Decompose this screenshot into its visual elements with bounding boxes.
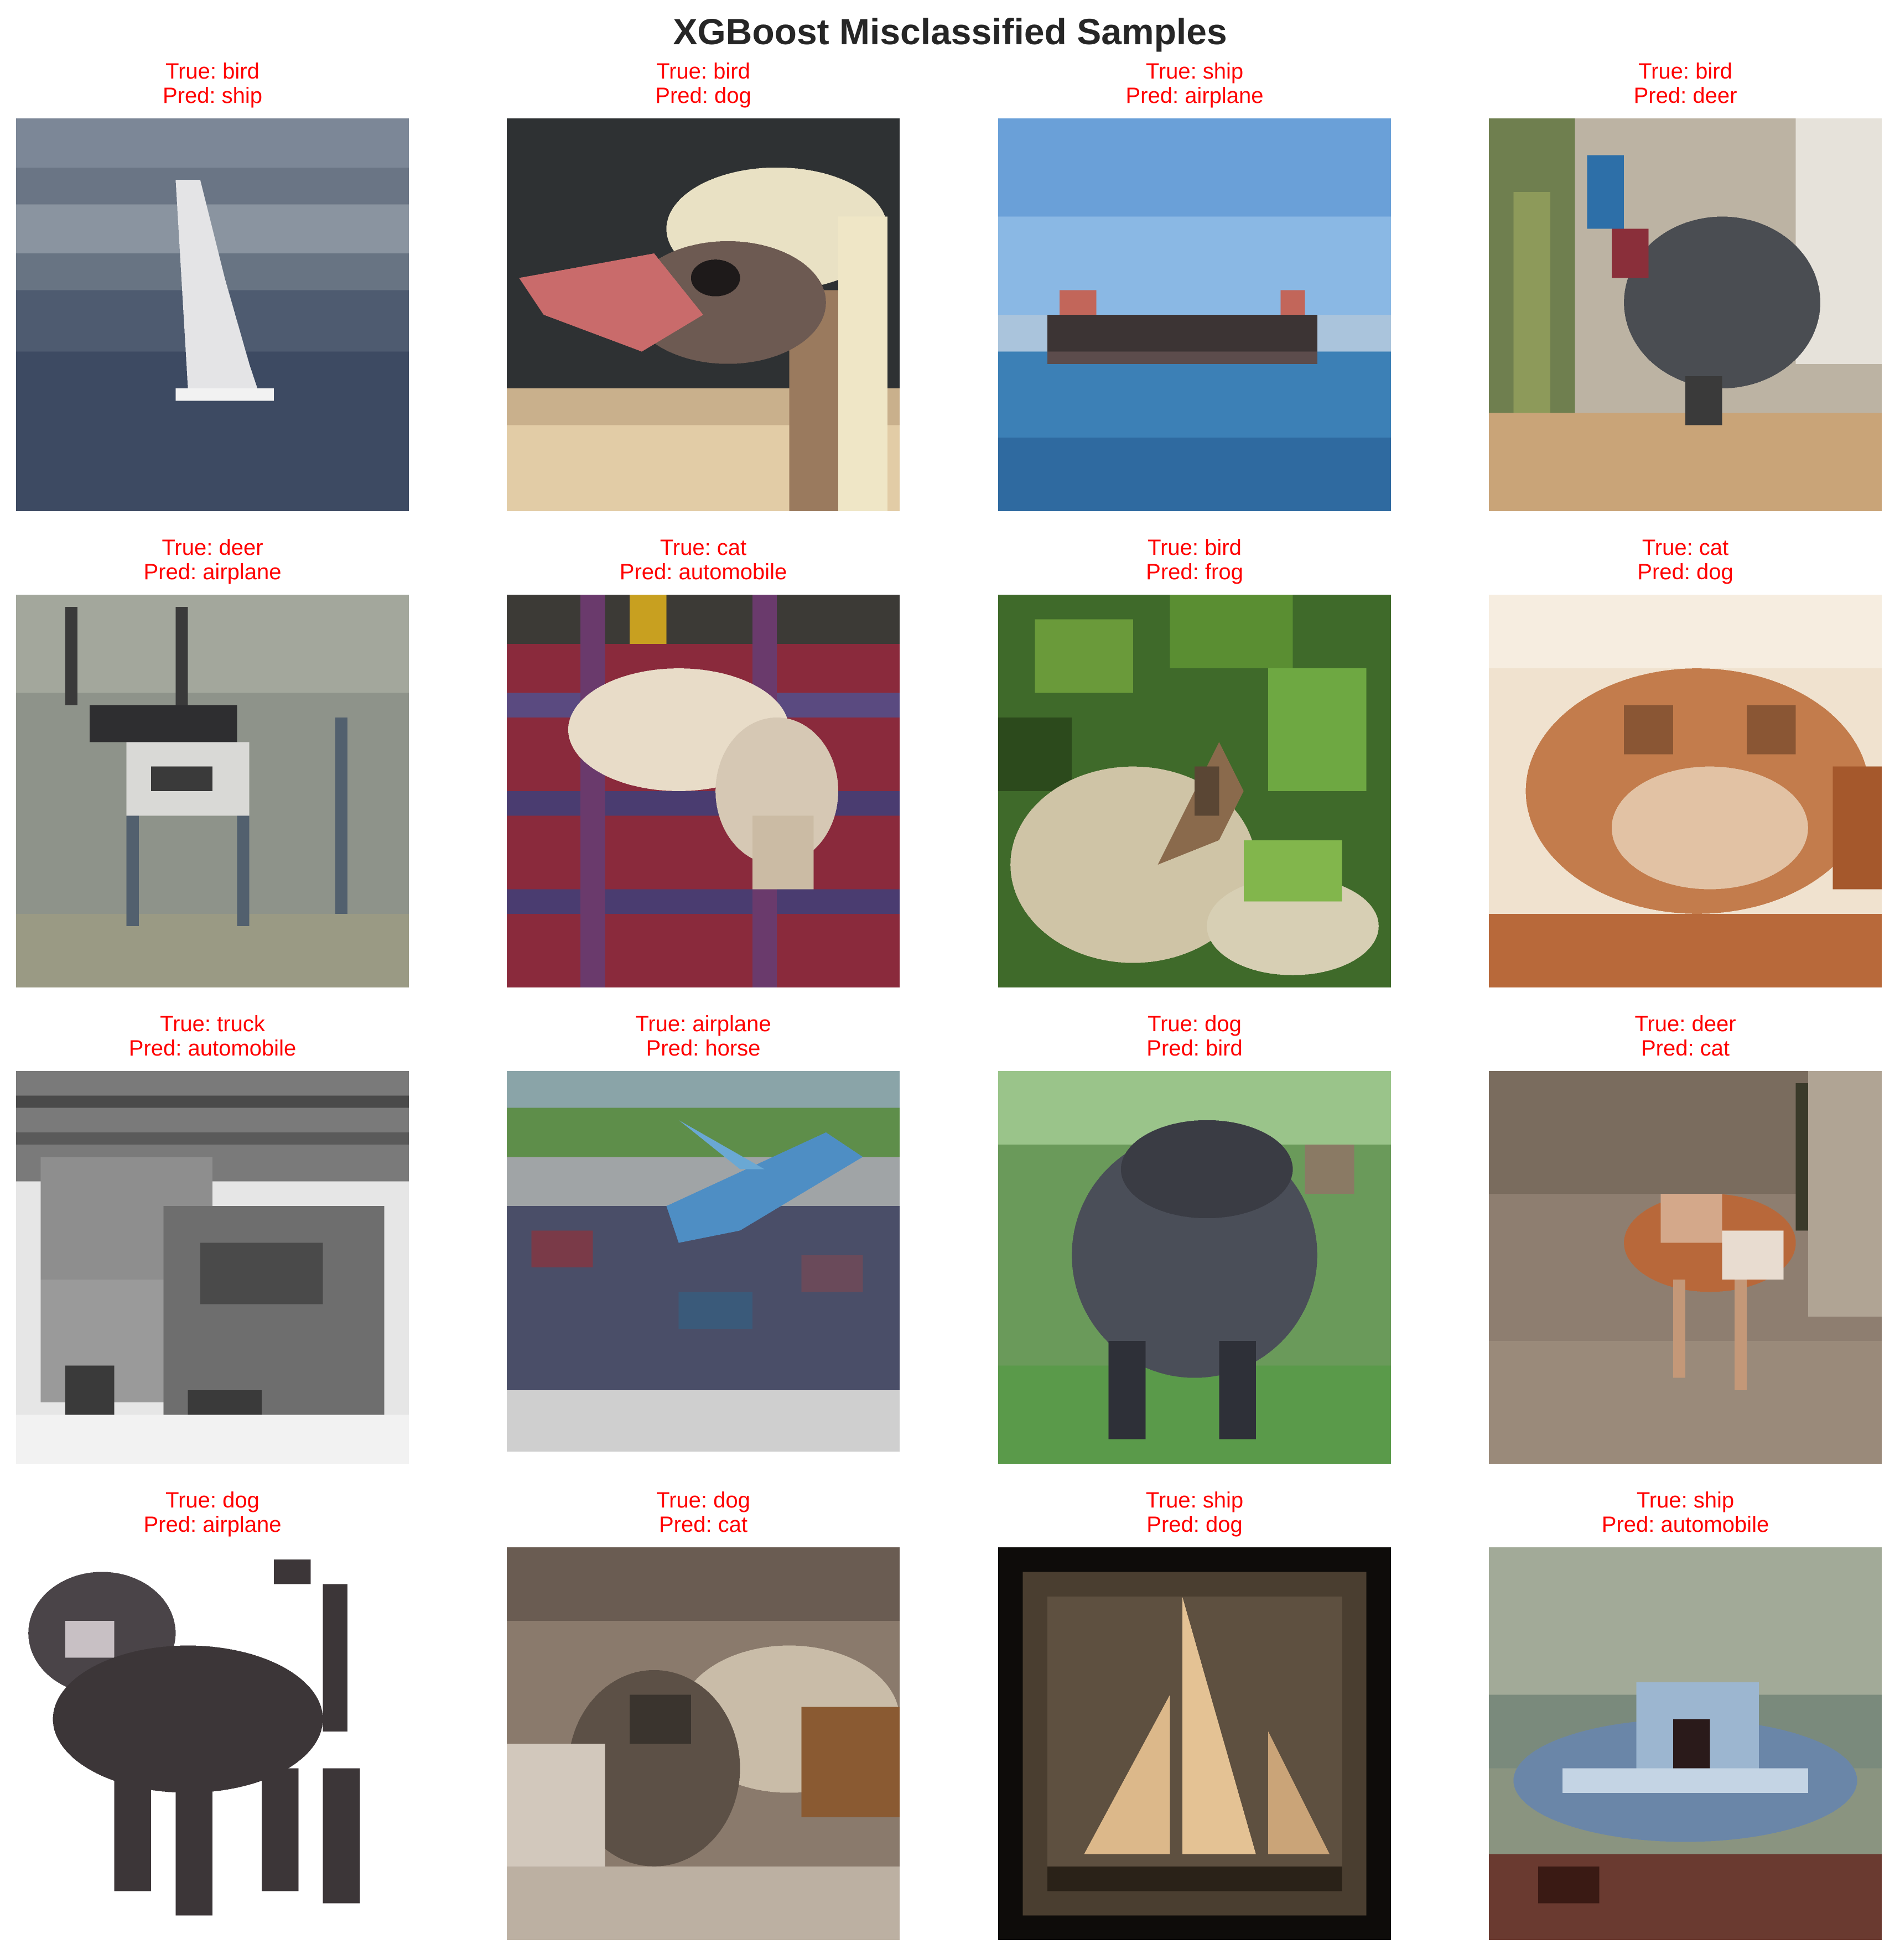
sample-11: True: dog Pred: bird xyxy=(998,1012,1391,1464)
sample-image xyxy=(507,1547,900,1940)
true-label: True: ship xyxy=(1145,59,1244,84)
true-label: True: dog xyxy=(1148,1012,1242,1036)
sample-5: True: deer Pred: airplane xyxy=(16,536,409,987)
sample-image xyxy=(1489,1547,1882,1940)
true-label: True: bird xyxy=(165,59,259,84)
sample-6: True: cat Pred: automobile xyxy=(507,536,900,987)
pred-label: Pred: horse xyxy=(646,1036,761,1060)
sample-image xyxy=(998,595,1391,987)
sample-8: True: cat Pred: dog xyxy=(1489,536,1882,987)
sample-image xyxy=(998,1547,1391,1940)
pred-label: Pred: ship xyxy=(162,84,263,108)
pred-label: Pred: automobile xyxy=(128,1036,297,1060)
pred-label: Pred: frog xyxy=(1146,560,1243,584)
sample-7: True: bird Pred: frog xyxy=(998,536,1391,987)
true-label: True: truck xyxy=(160,1012,265,1036)
pred-label: Pred: deer xyxy=(1633,84,1737,108)
sample-9: True: truck Pred: automobile xyxy=(16,1012,409,1464)
sample-10: True: airplane Pred: horse xyxy=(507,1012,900,1464)
sample-image xyxy=(998,1071,1391,1464)
pred-label: Pred: airplane xyxy=(1125,84,1264,108)
figure-title: XGBoost Misclassified Samples xyxy=(673,11,1227,52)
sample-image xyxy=(998,118,1391,511)
sample-image xyxy=(507,595,900,987)
sample-14: True: dog Pred: cat xyxy=(507,1488,900,1940)
sample-image xyxy=(16,1547,409,1940)
sample-1: True: bird Pred: ship xyxy=(16,59,409,511)
sample-12: True: deer Pred: cat xyxy=(1489,1012,1882,1464)
true-label: True: ship xyxy=(1145,1488,1244,1512)
pred-label: Pred: cat xyxy=(1641,1036,1730,1060)
pred-label: Pred: airplane xyxy=(143,560,282,584)
pred-label: Pred: dog xyxy=(1637,560,1733,584)
true-label: True: airplane xyxy=(635,1012,771,1036)
sample-4: True: bird Pred: deer xyxy=(1489,59,1882,511)
sample-15: True: ship Pred: dog xyxy=(998,1488,1391,1940)
pred-label: Pred: automobile xyxy=(1601,1512,1769,1537)
sample-2: True: bird Pred: dog xyxy=(507,59,900,511)
sample-13: True: dog Pred: airplane xyxy=(16,1488,409,1940)
pred-label: Pred: airplane xyxy=(143,1512,282,1537)
true-label: True: dog xyxy=(656,1488,750,1512)
sample-16: True: ship Pred: automobile xyxy=(1489,1488,1882,1940)
sample-image xyxy=(1489,595,1882,987)
pred-label: Pred: automobile xyxy=(619,560,787,584)
pred-label: Pred: dog xyxy=(1146,1512,1243,1537)
sample-image xyxy=(507,118,900,511)
true-label: True: ship xyxy=(1636,1488,1735,1512)
true-label: True: dog xyxy=(165,1488,259,1512)
true-label: True: bird xyxy=(656,59,750,84)
true-label: True: bird xyxy=(1638,59,1732,84)
true-label: True: deer xyxy=(162,536,263,560)
sample-image xyxy=(16,595,409,987)
true-label: True: deer xyxy=(1634,1012,1736,1036)
sample-image xyxy=(507,1071,900,1464)
sample-image xyxy=(16,118,409,511)
pred-label: Pred: bird xyxy=(1146,1036,1243,1060)
pred-label: Pred: cat xyxy=(658,1512,748,1537)
pred-label: Pred: dog xyxy=(655,84,751,108)
sample-3: True: ship Pred: airplane xyxy=(998,59,1391,511)
true-label: True: cat xyxy=(660,536,747,560)
sample-image xyxy=(1489,118,1882,511)
sample-image xyxy=(1489,1071,1882,1464)
sample-image xyxy=(16,1071,409,1464)
true-label: True: bird xyxy=(1148,536,1242,560)
true-label: True: cat xyxy=(1642,536,1729,560)
